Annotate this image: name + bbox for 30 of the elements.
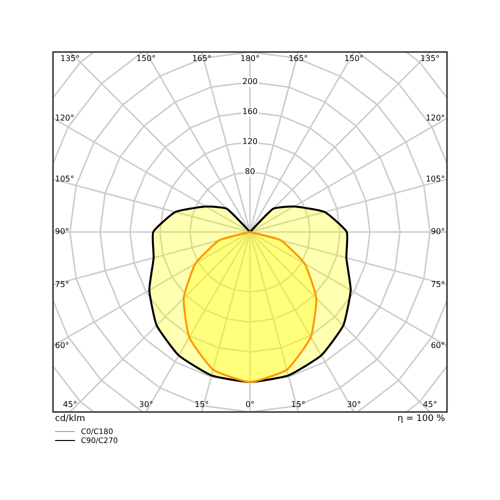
spoke-label: 120°	[426, 113, 445, 122]
spoke-label: 30°	[138, 400, 154, 410]
spoke-label: 150°	[344, 54, 364, 64]
text: cd/klm	[55, 414, 86, 424]
spoke-label: 75°	[55, 280, 70, 289]
spoke-label: 60°	[55, 340, 70, 350]
spoke-label: 0°	[245, 400, 255, 410]
spoke-label: 75°	[430, 280, 445, 289]
spoke-label: 45°	[422, 400, 438, 410]
spoke-label: 135°	[60, 54, 80, 64]
y-tick-label: 200	[242, 77, 258, 86]
text: η = 100 %	[397, 414, 445, 424]
spoke-label: 60°	[430, 340, 445, 350]
y-tick-label: 80	[244, 167, 256, 176]
spoke-label: 165°	[288, 54, 308, 64]
y-tick-label: 120	[242, 137, 258, 146]
spoke-label: 150°	[136, 54, 156, 64]
spoke-label: 15°	[194, 400, 209, 410]
spoke-label: 135°	[420, 54, 440, 64]
spoke-label: 180°	[240, 54, 260, 64]
spoke-label: 165°	[192, 54, 212, 64]
spoke-label: 15°	[291, 400, 306, 410]
spoke-label: 105°	[55, 174, 74, 184]
spoke-label: 45°	[62, 400, 78, 410]
y-tick-label: 160	[242, 107, 258, 116]
spoke-label: 90°	[55, 227, 70, 236]
spoke-label: 30°	[346, 400, 362, 410]
spoke-label: 105°	[426, 174, 445, 184]
spoke-label: 120°	[55, 113, 74, 122]
spoke-label: 90°	[430, 227, 445, 236]
